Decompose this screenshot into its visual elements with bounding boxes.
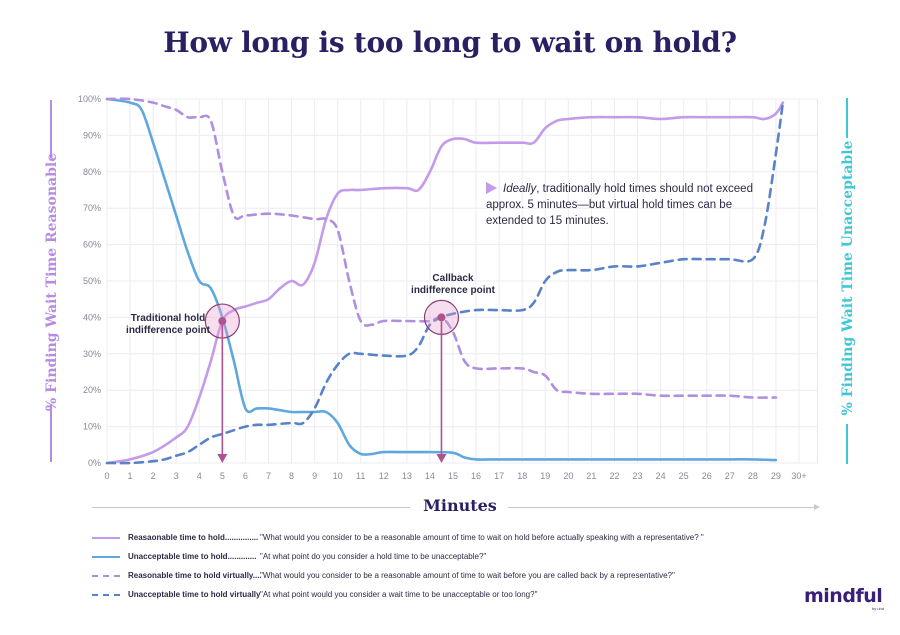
series-line-unacceptable-hold xyxy=(105,97,778,462)
x-axis-rule-left xyxy=(92,507,410,508)
x-tick-label: 21 xyxy=(586,471,596,481)
x-tick-label: 12 xyxy=(379,471,389,481)
legend-question: "At what point do you consider a hold ti… xyxy=(260,552,487,561)
legend-item: Unacceptable time to hold............. "… xyxy=(92,547,812,566)
y-tick-label: 10% xyxy=(83,422,101,432)
y-tick-label: 90% xyxy=(83,130,101,140)
x-tick-label: 22 xyxy=(609,471,619,481)
series-line-unacceptable-virtual xyxy=(105,101,785,465)
x-tick-label: 17 xyxy=(494,471,504,481)
x-tick-label: 0 xyxy=(104,471,109,481)
chart-title: How long is too long to wait on hold? xyxy=(163,26,737,59)
x-tick-label: 20 xyxy=(563,471,573,481)
legend-item: Unacceptable time to hold virtually "At … xyxy=(92,585,812,604)
x-tick-label: 24 xyxy=(656,471,666,481)
y-tick-label: 60% xyxy=(83,240,101,250)
y-tick-label: 80% xyxy=(83,167,101,177)
x-tick-label: 6 xyxy=(243,471,248,481)
x-tick-label: 4 xyxy=(197,471,202,481)
x-tick-label: 14 xyxy=(425,471,435,481)
note-italic: Ideally xyxy=(503,183,537,195)
x-tick-label: 23 xyxy=(633,471,643,481)
y-tick-label: 70% xyxy=(83,203,101,213)
x-tick-label: 5 xyxy=(220,471,225,481)
x-tick-label: 25 xyxy=(679,471,689,481)
x-tick-label: 3 xyxy=(174,471,179,481)
series-line-reasonable-virtual xyxy=(105,97,778,399)
logo-subtext: by uhd xyxy=(872,606,885,611)
legend-label: Reasonable time to hold virtually.... xyxy=(128,571,262,580)
x-tick-label: 28 xyxy=(748,471,758,481)
mindful-logo: mindful xyxy=(804,585,883,607)
x-tick-label: 16 xyxy=(471,471,481,481)
y-tick-label: 0% xyxy=(88,458,101,468)
legend-item: Reasaonable time to hold............... … xyxy=(92,528,812,547)
arrow-down-icon xyxy=(217,454,228,463)
left-axis-accent-line xyxy=(50,100,52,462)
x-tick-label: 19 xyxy=(540,471,550,481)
x-tick-label: 30+ xyxy=(791,471,806,481)
indifference-point-marker xyxy=(437,313,446,322)
legend-label: Unacceptable time to hold virtually xyxy=(128,590,261,599)
x-tick-label: 13 xyxy=(402,471,412,481)
right-axis-accent-line xyxy=(846,98,848,464)
x-tick-label: 11 xyxy=(356,471,365,481)
x-tick-label: 27 xyxy=(725,471,735,481)
legend-question: "At what point would you consider a wait… xyxy=(260,590,538,599)
series-line-reasonable-hold xyxy=(105,101,785,465)
y-tick-label: 40% xyxy=(83,312,101,322)
x-tick-label: 18 xyxy=(517,471,527,481)
legend-question: "What would you consider to be a reasona… xyxy=(260,571,675,580)
traditional-indifference-callout: Traditional hold indifference point xyxy=(126,313,210,336)
legend-swatch-dashed-lavender xyxy=(92,574,120,577)
legend-label: Reasaonable time to hold............... xyxy=(128,533,259,542)
x-tick-label: 1 xyxy=(128,471,133,481)
x-tick-label: 8 xyxy=(289,471,294,481)
legend-question: "What would you consider to be a reasona… xyxy=(260,533,704,542)
indifference-point-marker xyxy=(218,317,227,326)
play-triangle-icon xyxy=(486,182,497,194)
arrow-down-icon xyxy=(436,454,447,463)
x-tick-label: 7 xyxy=(266,471,271,481)
legend-item: Reasonable time to hold virtually.... "W… xyxy=(92,566,812,585)
note-text: , traditionally hold times should not ex… xyxy=(486,183,753,227)
y-tick-label: 100% xyxy=(78,94,101,104)
callback-indifference-callout: Callback indifference point xyxy=(411,273,495,296)
legend: Reasaonable time to hold............... … xyxy=(92,528,812,604)
y-tick-label: 30% xyxy=(83,349,101,359)
x-tick-label: 15 xyxy=(448,471,458,481)
x-tick-label: 10 xyxy=(333,471,343,481)
legend-swatch-dashed-blue xyxy=(92,593,120,596)
legend-swatch-solid-lavender xyxy=(92,536,120,539)
y-tick-label: 50% xyxy=(83,276,101,286)
x-axis-title: Minutes xyxy=(423,496,497,515)
annotation-note: Ideally, traditionally hold times should… xyxy=(486,181,776,229)
y-tick-label: 20% xyxy=(83,385,101,395)
x-tick-label: 2 xyxy=(151,471,156,481)
x-tick-label: 9 xyxy=(312,471,317,481)
legend-label: Unacceptable time to hold............. xyxy=(128,552,257,561)
x-tick-label: 29 xyxy=(771,471,781,481)
legend-swatch-solid-blue xyxy=(92,555,120,558)
x-tick-label: 26 xyxy=(702,471,712,481)
x-axis-rule-right xyxy=(508,504,820,510)
